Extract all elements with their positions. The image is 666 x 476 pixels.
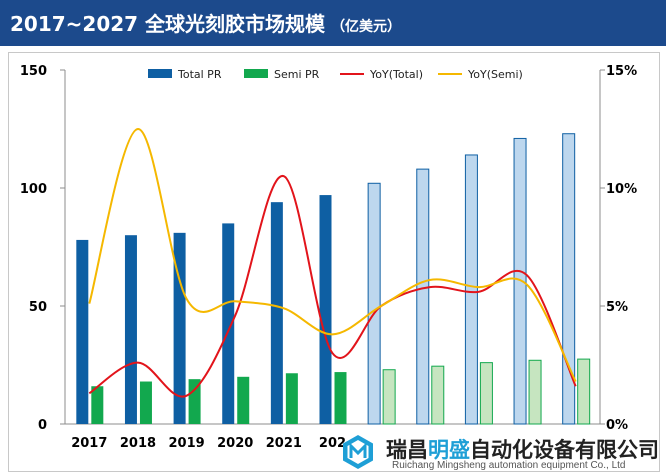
chart-svg: 0501001500%5%10%15%2017 2018 2019 2020 2021 2… bbox=[0, 0, 666, 476]
y-right-tick-label: 10% bbox=[606, 182, 637, 197]
watermark-company-en: Ruichang Mingsheng automation equipment … bbox=[392, 460, 625, 471]
bar-total-pr-2018 bbox=[125, 235, 137, 424]
y-left-tick-label: 150 bbox=[20, 64, 47, 79]
y-left-tick-label: 0 bbox=[38, 418, 47, 433]
y-left-tick-label: 50 bbox=[29, 300, 47, 315]
bar-semi-pr-2020 bbox=[237, 377, 249, 424]
bar-semi-pr-2026 bbox=[529, 360, 541, 424]
bar-total-pr-2024 bbox=[417, 169, 429, 424]
x-tick-label: 2018 bbox=[120, 436, 156, 451]
bar-semi-pr-2027 bbox=[578, 359, 590, 424]
bar-semi-pr-2017 bbox=[91, 386, 103, 424]
y-left-tick-label: 100 bbox=[20, 182, 47, 197]
bar-total-pr-2023 bbox=[368, 183, 380, 424]
x-tick-label: 2021 bbox=[266, 436, 302, 451]
legend-swatch-semi-pr bbox=[244, 69, 268, 78]
bar-total-pr-2021 bbox=[271, 202, 283, 424]
bar-semi-pr-2024 bbox=[432, 366, 444, 424]
bar-total-pr-2022 bbox=[320, 195, 332, 424]
x-tick-label: 2017 bbox=[71, 436, 107, 451]
legend-label-yoy-total-: YoY(Total) bbox=[369, 68, 423, 81]
hexagon-m-logo-icon bbox=[340, 434, 376, 470]
bar-semi-pr-2023 bbox=[383, 370, 395, 424]
line-yoy-total- bbox=[89, 176, 575, 397]
bar-total-pr-2017 bbox=[76, 240, 88, 424]
y-right-tick-label: 15% bbox=[606, 64, 637, 79]
watermark: 瑞昌明盛自动化设备有限公司 Ruichang Mingsheng automat… bbox=[336, 430, 666, 476]
x-tick-label: 2020 bbox=[217, 436, 253, 451]
bar-semi-pr-2025 bbox=[480, 363, 492, 424]
bar-semi-pr-2021 bbox=[286, 373, 298, 424]
bar-semi-pr-2022 bbox=[335, 372, 347, 424]
line-yoy-semi- bbox=[89, 129, 575, 382]
bar-semi-pr-2018 bbox=[140, 382, 152, 424]
legend-swatch-total-pr bbox=[148, 69, 172, 78]
x-tick-label: 2019 bbox=[168, 436, 204, 451]
legend-label-semi-pr: Semi PR bbox=[274, 68, 320, 81]
legend-label-yoy-semi-: YoY(Semi) bbox=[467, 68, 523, 81]
legend-label-total-pr: Total PR bbox=[177, 68, 222, 81]
y-right-tick-label: 5% bbox=[606, 300, 628, 315]
bar-total-pr-2025 bbox=[465, 155, 477, 424]
